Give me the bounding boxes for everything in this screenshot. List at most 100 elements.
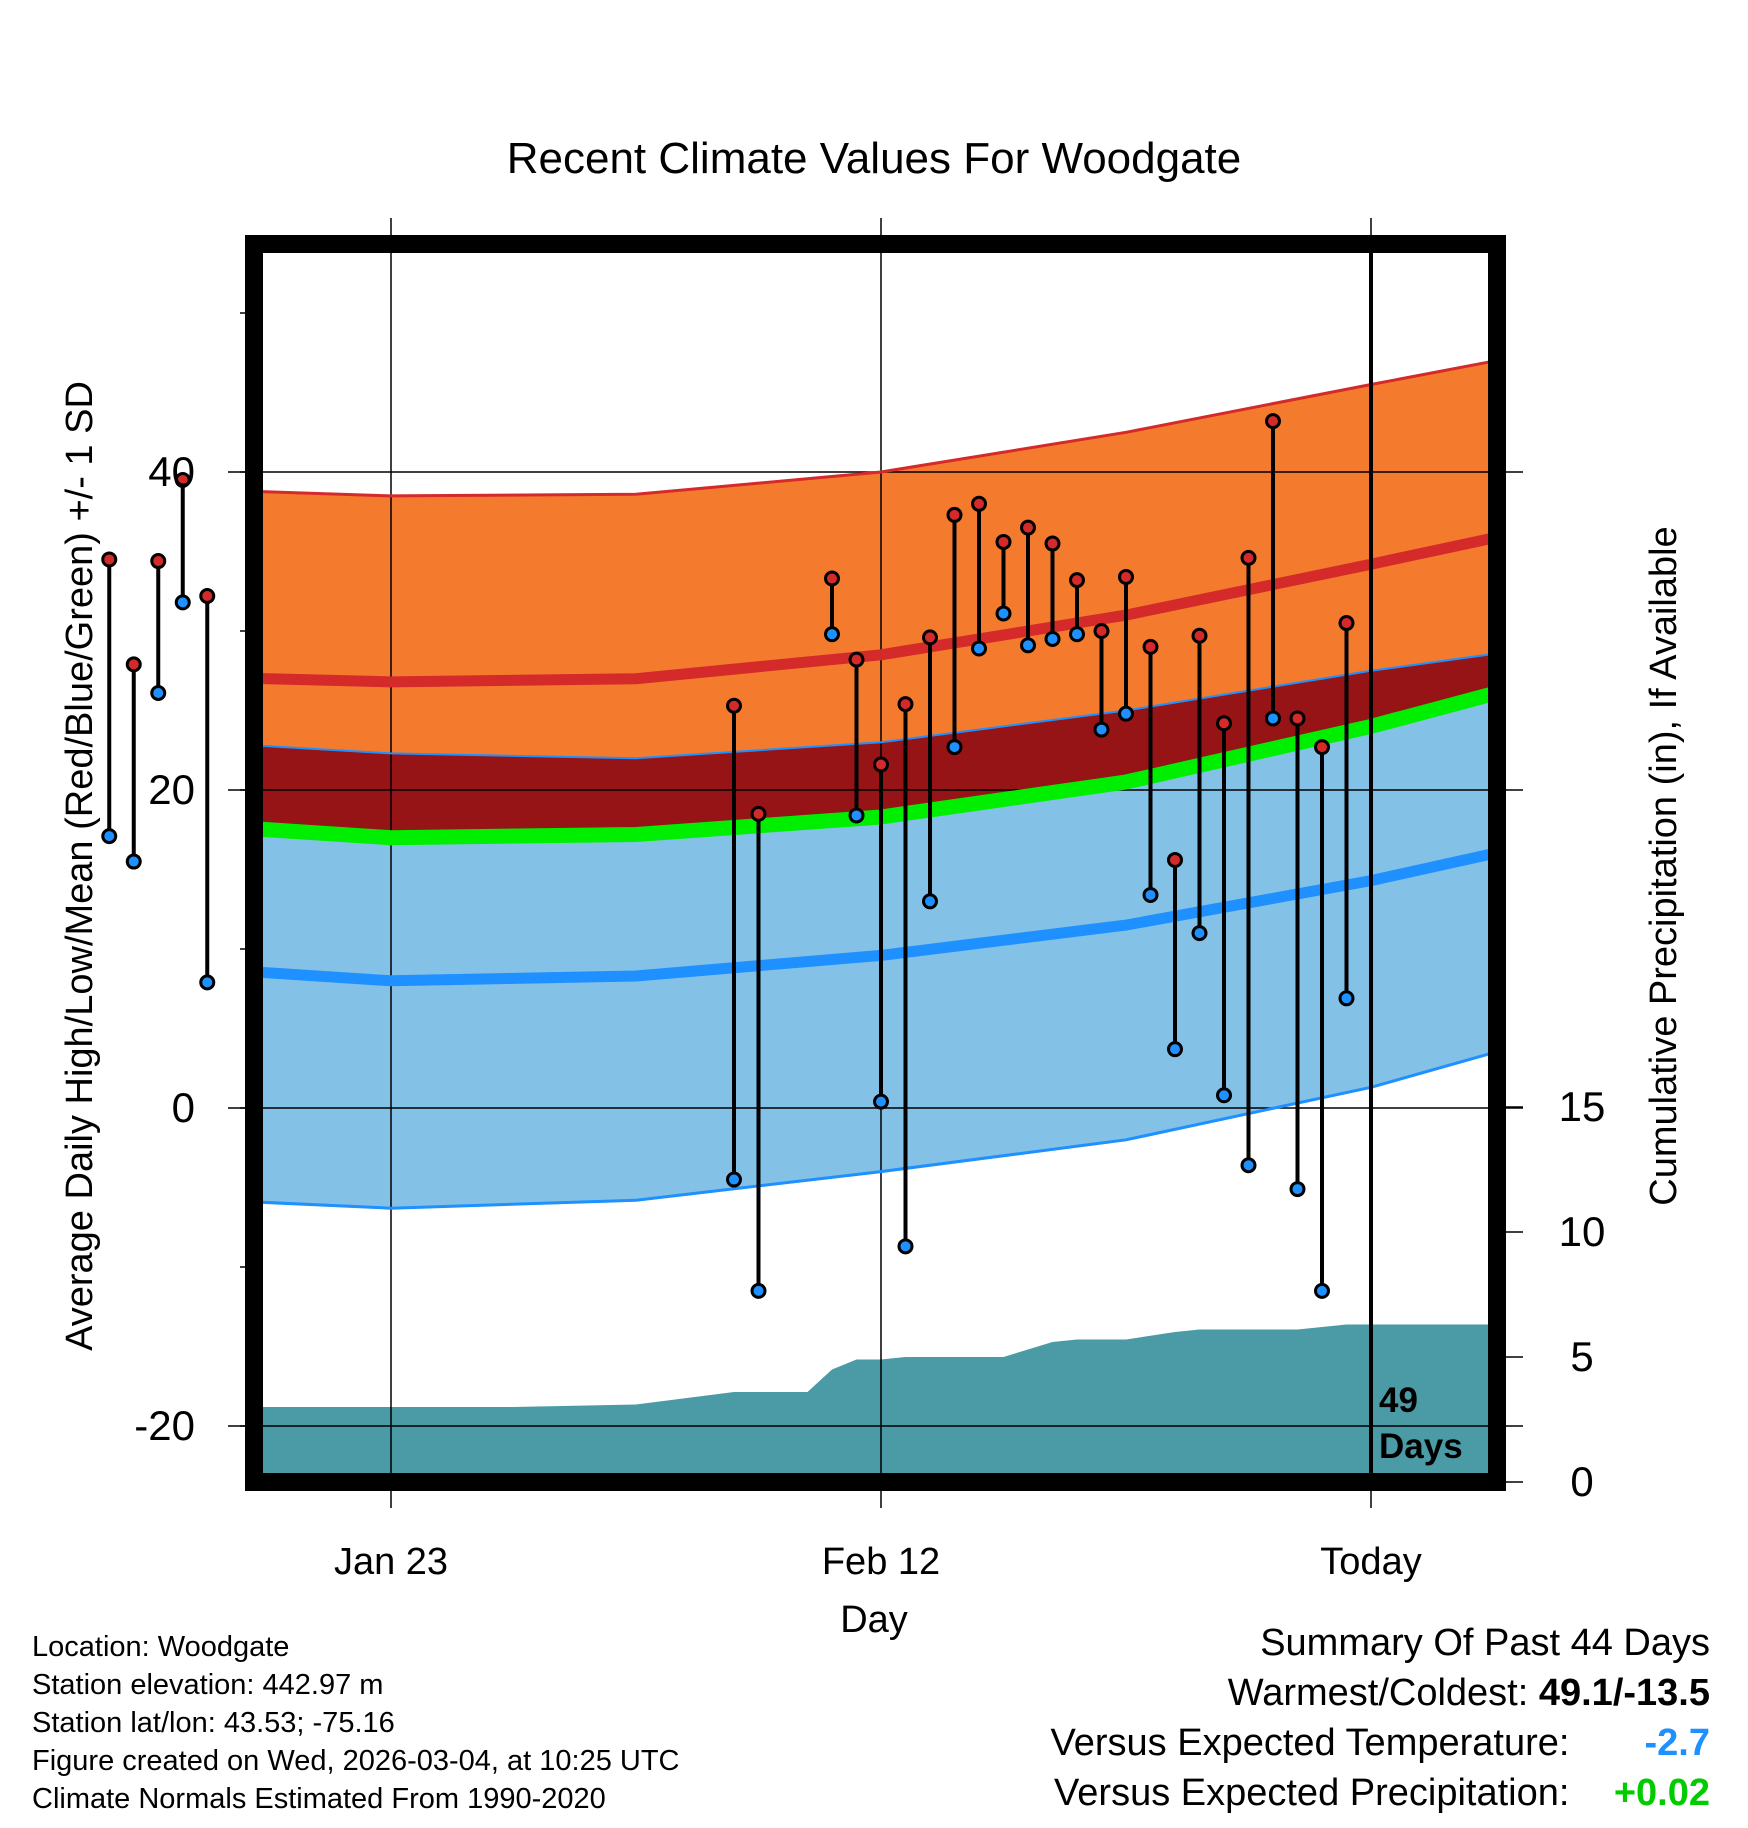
daily-low-point xyxy=(1167,1041,1183,1058)
daily-low-point xyxy=(1142,886,1159,903)
daily-high-point xyxy=(1314,739,1330,756)
daily-high-point xyxy=(1191,627,1208,644)
daily-obs xyxy=(1240,549,1257,1174)
daily-low-point xyxy=(199,974,216,991)
daily-obs xyxy=(726,697,742,1188)
normal-mean-line xyxy=(254,685,1497,846)
normal-low-line xyxy=(254,847,1497,987)
warm-cold-label: Warmest/Coldest: xyxy=(1227,1672,1529,1714)
daily-low-point xyxy=(1240,1157,1257,1174)
precip-value: +0.02 xyxy=(1613,1772,1710,1814)
daily-low-point xyxy=(174,594,191,611)
daily-obs xyxy=(1142,638,1159,903)
y2-tick-label: 0 xyxy=(1570,1458,1593,1505)
daily-high-point xyxy=(1240,549,1257,566)
daily-low-point xyxy=(897,1238,914,1255)
plot-frame xyxy=(245,235,1506,1491)
station-info: Location: Woodgate Station elevation: 44… xyxy=(32,1628,680,1818)
daily-obs xyxy=(750,805,767,1299)
temp-label: Versus Expected Temperature: xyxy=(1050,1722,1570,1764)
daily-low-point xyxy=(1069,626,1085,643)
daily-high-point xyxy=(101,551,118,568)
daily-low-point xyxy=(848,807,865,824)
daily-low-point xyxy=(1191,925,1208,942)
high-plus-sd-line xyxy=(254,358,1497,498)
daily-high-point xyxy=(873,756,889,773)
latlon-text: Station lat/lon: 43.53; -75.16 xyxy=(32,1707,395,1739)
daily-low-point xyxy=(101,828,118,845)
low-minus-sd-line xyxy=(254,1050,1497,1210)
y2-tick-label: 5 xyxy=(1570,1333,1593,1380)
created-text: Figure created on Wed, 2026-03-04, at 10… xyxy=(32,1745,680,1777)
daily-obs xyxy=(1338,615,1355,1007)
daily-obs xyxy=(1167,851,1183,1058)
daily-obs xyxy=(946,506,963,756)
daily-low-point xyxy=(946,739,963,756)
daily-high-point xyxy=(174,471,191,488)
daily-obs xyxy=(1044,535,1061,647)
daily-low-point xyxy=(1118,705,1134,722)
daily-obs xyxy=(1216,715,1232,1104)
y-tick-label: 40 xyxy=(148,448,195,495)
daily-obs xyxy=(897,696,914,1255)
y2-tick-label: 10 xyxy=(1559,1208,1606,1255)
daily-obs xyxy=(150,553,167,702)
daily-low-point xyxy=(1216,1087,1232,1104)
daily-high-point xyxy=(1265,413,1281,430)
summary-panel: Summary Of Past 44 Days Warmest/Coldest:… xyxy=(1051,1618,1710,1818)
daily-high-point xyxy=(199,588,216,605)
y2-tick-label: 15 xyxy=(1559,1083,1606,1130)
daily-high-point xyxy=(726,697,742,714)
precip-row: Versus Expected Precipitation: +0.02 xyxy=(1051,1768,1710,1818)
daily-low-point xyxy=(125,853,142,870)
daily-obs xyxy=(1265,413,1281,727)
mean-plus-sd-line xyxy=(254,652,1497,760)
daily-low-point xyxy=(1338,990,1355,1007)
daily-high-point xyxy=(750,805,767,822)
daily-high-point xyxy=(1044,535,1061,552)
warm-cold-row: Warmest/Coldest: 49.1/-13.5 xyxy=(1051,1668,1710,1718)
temp-row: Versus Expected Temperature: -2.7 xyxy=(1051,1718,1710,1768)
elevation-text: Station elevation: 442.97 m xyxy=(32,1669,384,1701)
daily-obs xyxy=(1314,739,1330,1299)
daily-obs xyxy=(971,495,987,657)
today-days-number: 49 xyxy=(1379,1381,1418,1420)
daily-low-point xyxy=(824,626,840,643)
daily-high-point xyxy=(125,656,142,673)
daily-obs xyxy=(1191,627,1208,942)
daily-obs xyxy=(1069,572,1085,643)
y-axis-label: Average Daily High/Low/Mean (Red/Blue/Gr… xyxy=(59,381,101,1351)
daily-low-point xyxy=(1093,721,1110,738)
daily-high-point xyxy=(1142,638,1159,655)
daily-low-point xyxy=(150,685,167,702)
daily-low-point xyxy=(922,893,938,910)
today-days-word: Days xyxy=(1379,1427,1463,1466)
warm-cold-value: 49.1/-13.5 xyxy=(1538,1672,1710,1714)
x-axis-label: Day xyxy=(840,1599,908,1641)
daily-high-point xyxy=(971,495,987,512)
daily-obs xyxy=(848,651,865,824)
precip-area xyxy=(254,1324,1497,1482)
daily-high-point xyxy=(995,533,1012,550)
daily-low-point xyxy=(873,1093,889,1110)
daily-obs xyxy=(1118,568,1134,722)
daily-high-point xyxy=(1289,710,1306,727)
daily-obs xyxy=(174,471,191,611)
summary-title: Summary Of Past 44 Days xyxy=(1260,1622,1710,1664)
daily-low-point xyxy=(995,605,1012,622)
daily-high-point xyxy=(897,696,914,713)
temp-value: -2.7 xyxy=(1644,1722,1710,1764)
y2-axis-label: Cumulative Precipitation (in), If Availa… xyxy=(1643,526,1685,1205)
daily-high-point xyxy=(946,506,963,523)
x-tick-label: Feb 12 xyxy=(822,1541,940,1583)
daily-high-point xyxy=(1093,623,1110,639)
y-tick-label: 20 xyxy=(148,766,195,813)
chart-title: Recent Climate Values For Woodgate xyxy=(507,134,1242,183)
daily-high-point xyxy=(1167,851,1183,868)
location-text: Location: Woodgate xyxy=(32,1631,290,1663)
x-tick-label: Jan 23 xyxy=(334,1541,448,1583)
daily-high-point xyxy=(1338,615,1355,632)
y-tick-label: -20 xyxy=(134,1402,195,1449)
daily-obs xyxy=(125,656,142,870)
